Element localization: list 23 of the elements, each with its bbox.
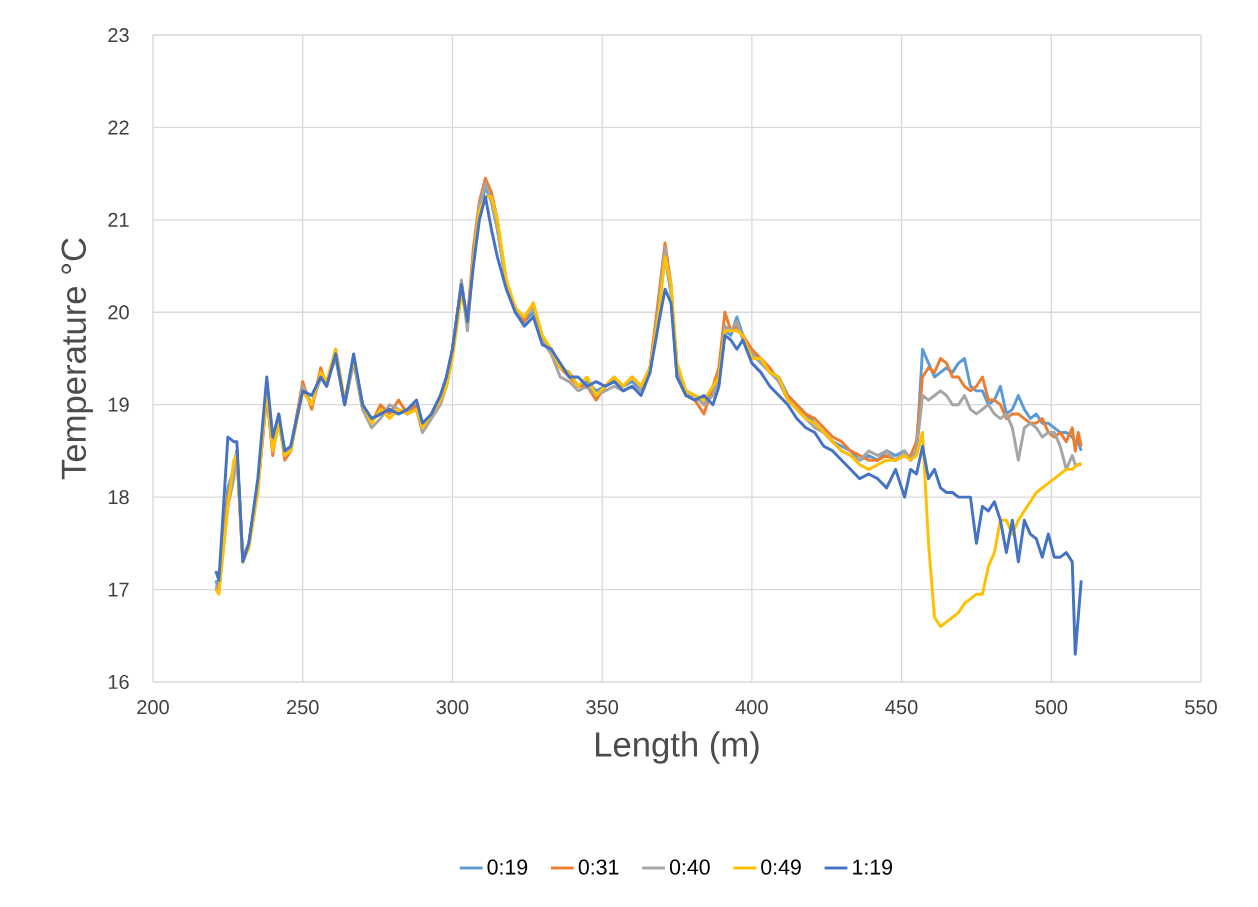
x-tick-label: 300 <box>436 700 469 715</box>
y-tick-label: 18 <box>108 490 129 505</box>
x-tick-label: 250 <box>287 700 319 715</box>
y-tick-label: 22 <box>108 120 129 135</box>
y-tick-label: 20 <box>108 305 129 320</box>
x-tick-label: 450 <box>885 700 918 715</box>
legend-label: 1:19 <box>853 859 893 875</box>
y-tick-label: 17 <box>108 582 129 597</box>
y-tick-label: 21 <box>108 212 129 227</box>
x-tick-label: 350 <box>586 700 619 715</box>
y-tick-label: 19 <box>108 397 129 412</box>
y-tick-label: 23 <box>108 27 129 43</box>
x-axis-title: Length (m) <box>596 731 759 764</box>
legend-label: 0:31 <box>578 859 619 875</box>
y-tick-label: 16 <box>108 674 129 690</box>
x-tick-label: 200 <box>137 700 169 715</box>
legend-label: 0:19 <box>487 859 528 875</box>
x-tick-label: 500 <box>1035 700 1068 715</box>
legend-label: 0:49 <box>761 859 801 875</box>
x-tick-label: 400 <box>735 700 768 715</box>
x-tick-label: 550 <box>1185 700 1217 715</box>
y-axis-title: Temperature °C <box>61 238 93 480</box>
legend-label: 0:40 <box>669 859 710 875</box>
